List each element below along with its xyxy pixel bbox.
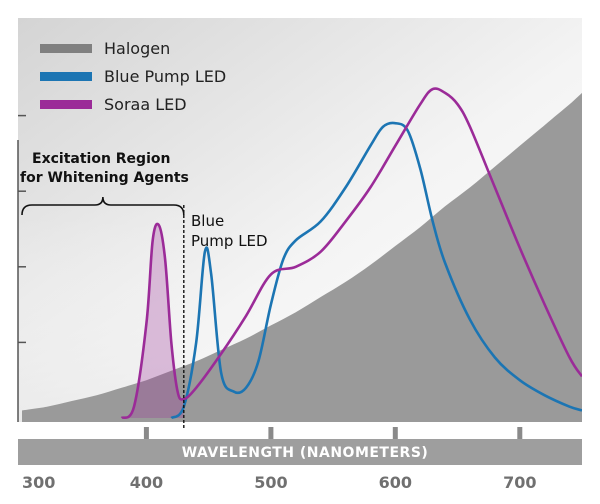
soraa-led-line <box>120 87 582 420</box>
x-axis-label: WAVELENGTH (NANOMETERS) <box>182 445 429 461</box>
legend-swatch-soraa-led <box>40 100 92 109</box>
x-tick-label-600: 600 <box>379 473 412 492</box>
legend-label-halogen: Halogen <box>104 39 170 58</box>
excitation-bracket <box>21 196 185 216</box>
excitation-label-line2: for Whitening Agents <box>20 170 189 186</box>
y-ticks <box>18 114 26 344</box>
x-axis-bar <box>18 439 582 465</box>
x-tick-marks <box>143 427 523 439</box>
legend-swatch-halogen <box>40 44 92 53</box>
legend-label-soraa-led: Soraa LED <box>104 95 187 114</box>
x-tick-label-700: 700 <box>503 473 536 492</box>
legend: Halogen Blue Pump LED Soraa LED <box>40 39 226 114</box>
blue-pump-label-line1: Blue <box>191 212 224 230</box>
x-tick-label-300: 300 <box>22 473 55 492</box>
legend-label-blue-pump-led: Blue Pump LED <box>104 67 226 86</box>
blue-pump-led-line <box>170 121 582 420</box>
x-tick-labels: 300 400 500 600 700 <box>22 473 537 492</box>
excitation-label-line1: Excitation Region <box>32 151 170 167</box>
legend-swatch-blue-pump-led <box>40 72 92 81</box>
halogen-area <box>22 92 582 422</box>
soraa-excitation-fill <box>121 223 184 418</box>
x-tick-label-400: 400 <box>130 473 163 492</box>
blue-pump-label-line2: Pump LED <box>191 232 268 250</box>
x-tick-label-500: 500 <box>254 473 287 492</box>
